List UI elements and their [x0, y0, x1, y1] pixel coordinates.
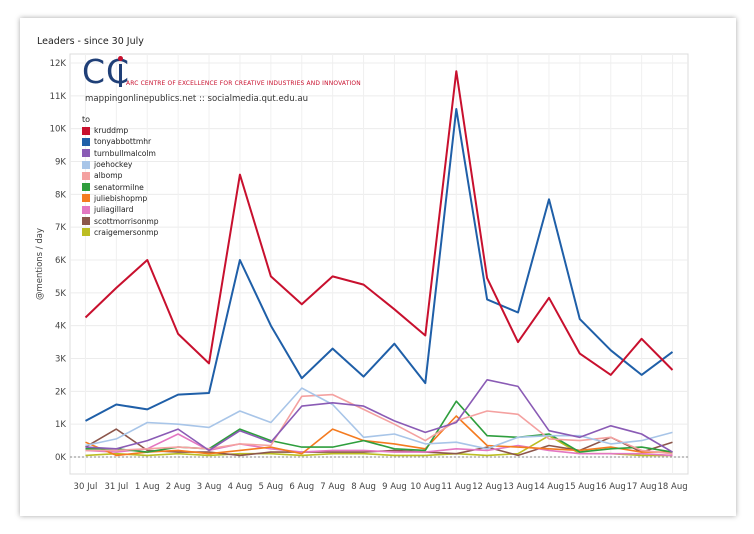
x-tick-label: 7 Aug	[320, 482, 345, 492]
legend-swatch	[82, 228, 90, 237]
series-line-juliebishopmp	[85, 415, 673, 457]
legend-label: juliebishopmp	[94, 193, 148, 203]
y-axis-label: @mentions / day	[35, 228, 45, 300]
legend-entry-albomp: albomp	[82, 170, 159, 181]
legend-entry-joehockey: joehockey	[82, 159, 159, 170]
x-tick-label: 15 Aug	[565, 482, 595, 492]
logo-letters: CC	[82, 52, 131, 91]
legend-label: turnbullmalcolm	[94, 148, 156, 158]
x-tick-label: 12 Aug	[472, 482, 502, 492]
x-tick-label: 31 Jul	[104, 482, 128, 492]
y-tick-label: 1K	[55, 420, 66, 430]
legend-swatch	[82, 194, 90, 203]
legend-title: to	[82, 115, 91, 124]
x-tick-label: 11 Aug	[441, 482, 471, 492]
logo-url: mappingonlinepublics.net :: socialmedia.…	[85, 94, 309, 104]
x-tick-label: 18 Aug	[657, 482, 687, 492]
legend-label: juliagillard	[94, 205, 134, 215]
y-tick-label: 5K	[55, 289, 66, 299]
legend-entry-senatormilne: senatormilne	[82, 181, 159, 192]
chart-title: Leaders - since 30 July	[37, 36, 144, 47]
legend-swatch	[82, 160, 90, 169]
series-line-albomp	[85, 393, 673, 455]
legend-label: albomp	[94, 171, 123, 181]
legend-label: craigemersonmp	[94, 227, 159, 237]
legend: to kruddmp tonyabbottmhr turnbullmalcolm jo…	[82, 115, 159, 238]
legend-label: tonyabbottmhr	[94, 137, 152, 147]
series-line-tonyabbottmhr	[85, 108, 674, 422]
y-tick-label: 9K	[55, 158, 66, 168]
legend-label: kruddmp	[94, 126, 129, 136]
x-tick-label: 4 Aug	[228, 482, 253, 492]
x-tick-label: 2 Aug	[166, 482, 191, 492]
x-tick-label: 14 Aug	[534, 482, 564, 492]
legend-swatch	[82, 183, 90, 192]
series-line-turnbullmalcolm	[85, 378, 673, 453]
y-tick-label: 3K	[55, 355, 66, 365]
logo-tagline: ARC CENTRE OF EXCELLENCE FOR CREATIVE IN…	[126, 81, 361, 87]
plot-area	[69, 53, 689, 475]
y-tick-label: 12K	[50, 59, 67, 69]
y-tick-label: 8K	[55, 190, 66, 200]
legend-entry-scottmorrisonmp: scottmorrisonmp	[82, 215, 159, 226]
x-tick-label: 3 Aug	[197, 482, 222, 492]
legend-swatch	[82, 137, 90, 146]
x-tick-label: 10 Aug	[410, 482, 440, 492]
legend-swatch	[82, 217, 90, 226]
logo-i-dot	[118, 56, 123, 61]
legend-label: scottmorrisonmp	[94, 216, 159, 226]
y-tick-label: 0K	[55, 453, 66, 463]
y-tick-label: 4K	[55, 322, 66, 332]
y-tick-label: 10K	[50, 125, 67, 135]
x-tick-label: 9 Aug	[382, 482, 407, 492]
legend-swatch	[82, 171, 90, 180]
x-tick-label: 1 Aug	[135, 482, 160, 492]
legend-entry-craigemersonmp: craigemersonmp	[82, 227, 159, 238]
y-tick-label: 6K	[55, 256, 66, 266]
x-tick-label: 5 Aug	[258, 482, 283, 492]
legend-entry-kruddmp: kruddmp	[82, 125, 159, 136]
legend-entry-tonyabbottmhr: tonyabbottmhr	[82, 136, 159, 147]
logo-i-stem	[119, 64, 122, 87]
legend-swatch	[82, 205, 90, 214]
x-tick-label: 8 Aug	[351, 482, 376, 492]
legend-entry-juliebishopmp: juliebishopmp	[82, 193, 159, 204]
legend-items: kruddmp tonyabbottmhr turnbullmalcolm joeho…	[82, 125, 159, 238]
legend-label: joehockey	[94, 160, 133, 170]
legend-entry-juliagillard: juliagillard	[82, 204, 159, 215]
x-tick-label: 30 Jul	[74, 482, 98, 492]
y-tick-label: 2K	[55, 387, 66, 397]
x-tick-label: 16 Aug	[596, 482, 626, 492]
legend-label: senatormilne	[94, 182, 144, 192]
series-line-juliagillard	[85, 433, 673, 457]
x-tick-label: 6 Aug	[289, 482, 314, 492]
x-tick-label: 13 Aug	[503, 482, 533, 492]
y-tick-label: 7K	[55, 223, 66, 233]
y-tick-label: 11K	[50, 92, 67, 102]
legend-entry-turnbullmalcolm: turnbullmalcolm	[82, 148, 159, 159]
x-tick-label: 17 Aug	[627, 482, 657, 492]
legend-swatch	[82, 149, 90, 158]
series-line-kruddmp	[84, 70, 674, 376]
legend-swatch	[82, 126, 90, 135]
cci-logo: CC ARC CENTRE OF EXCELLENCE FOR CREATIVE…	[82, 55, 442, 105]
